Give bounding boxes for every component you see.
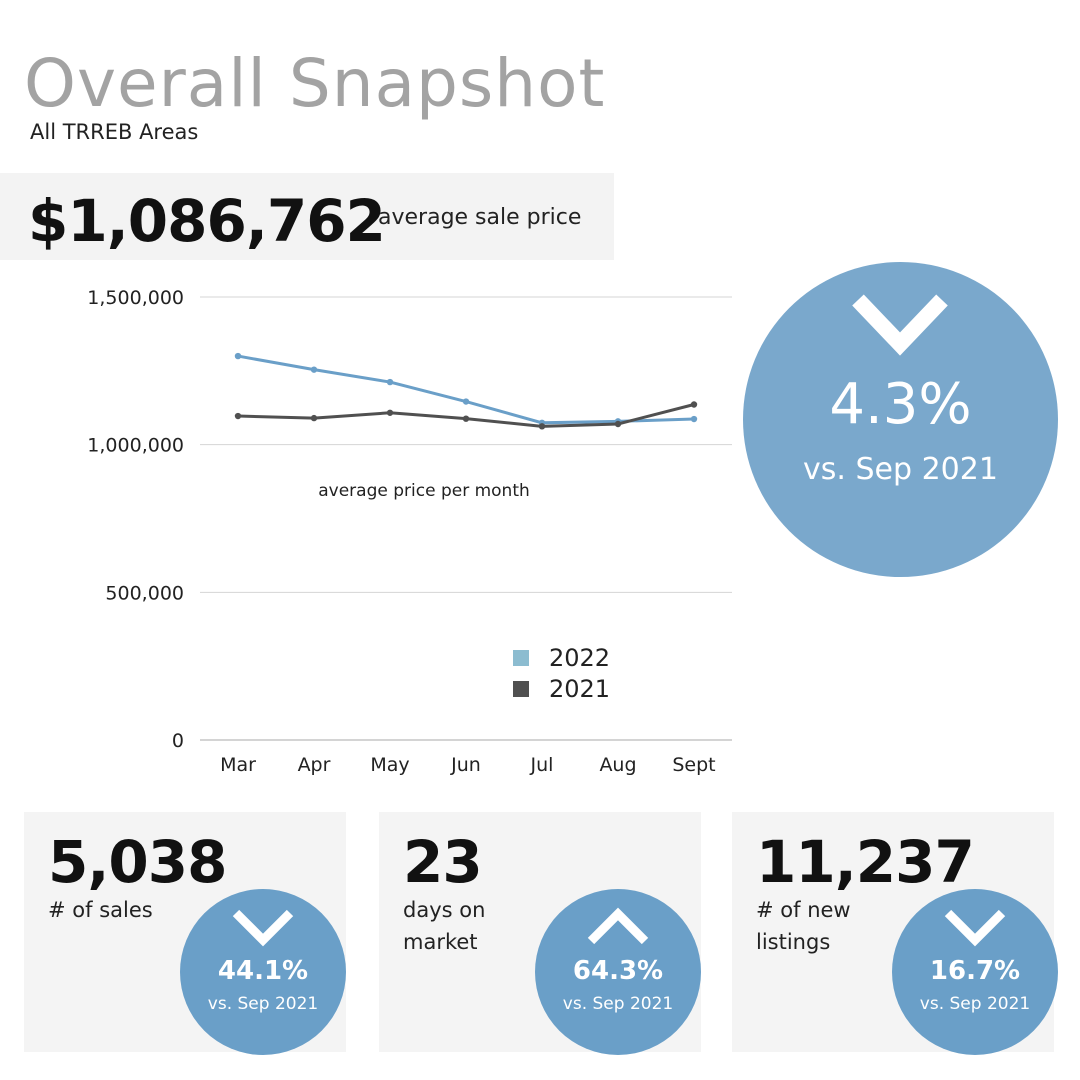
price-change-percent: 4.3%	[829, 372, 972, 437]
data-point-2021	[690, 401, 698, 408]
x-tick-label: Jun	[450, 754, 481, 776]
new-listings-value: 11,237	[756, 828, 975, 896]
data-point-2021	[234, 412, 242, 420]
new-listings-change-comparison: vs. Sep 2021	[919, 994, 1031, 1014]
page-title: Overall Snapshot	[24, 45, 606, 122]
x-tick-label: Aug	[599, 754, 636, 776]
y-tick-label: 500,000	[105, 582, 184, 604]
legend-swatch-2022	[513, 650, 529, 666]
x-tick-label: Jul	[530, 754, 554, 776]
average-price-label: average sale price	[378, 205, 582, 230]
chevron-up-icon	[587, 907, 649, 945]
data-point-2022	[462, 398, 470, 405]
data-point-2022	[690, 415, 698, 423]
y-tick-label: 0	[172, 730, 184, 752]
data-point-2021	[386, 409, 394, 416]
chevron-down-icon	[852, 294, 948, 356]
chart-annotation: average price per month	[318, 481, 530, 501]
sales-change-percent: 44.1%	[217, 956, 309, 986]
chevron-down-icon	[944, 909, 1006, 947]
series-line-2021	[237, 403, 695, 428]
sales-value: 5,038	[48, 828, 227, 896]
new-listings-label: # of new listings	[756, 898, 851, 954]
new-listings-change-percent: 16.7%	[929, 956, 1021, 986]
legend-swatch-2021	[513, 681, 529, 697]
data-point-2021	[310, 414, 318, 422]
sales-label: # of sales	[48, 898, 153, 922]
price-line-chart: 0 500,000 1,000,000 1,500,000 Mar Apr May Jun Ju…	[87, 287, 732, 776]
chevron-down-icon	[232, 909, 294, 947]
days-on-market-value: 23	[403, 828, 483, 896]
price-change-comparison: vs. Sep 2021	[803, 452, 998, 487]
y-tick-label: 1,000,000	[87, 435, 184, 457]
data-point-2022	[310, 366, 318, 373]
legend-label-2021: 2021	[549, 675, 610, 703]
x-tick-label: Apr	[298, 754, 331, 776]
days-on-market-label: days on market	[403, 898, 486, 954]
data-point-2021	[538, 423, 546, 430]
sales-change-comparison: vs. Sep 2021	[207, 994, 319, 1014]
price-change-badge: 4.3% vs. Sep 2021	[743, 262, 1058, 577]
data-point-2022	[386, 378, 394, 386]
series-line-2022	[237, 354, 695, 425]
data-point-2021	[614, 420, 622, 428]
legend-label-2022: 2022	[549, 644, 610, 672]
days-on-market-change-comparison: vs. Sep 2021	[562, 994, 674, 1014]
data-point-2022	[234, 352, 242, 360]
new-listings-change-badge: 16.7% vs. Sep 2021	[892, 889, 1058, 1055]
x-tick-label: Sept	[672, 754, 715, 776]
x-tick-label: May	[370, 754, 409, 776]
price-band	[0, 173, 614, 260]
days-on-market-change-percent: 64.3%	[572, 956, 664, 986]
data-point-2021	[462, 415, 470, 422]
average-price-value: $1,086,762	[28, 187, 386, 255]
page-subtitle: All TRREB Areas	[30, 120, 199, 144]
sales-change-badge: 44.1% vs. Sep 2021	[180, 889, 346, 1055]
x-tick-label: Mar	[220, 754, 256, 776]
days-on-market-change-badge: 64.3% vs. Sep 2021	[535, 889, 701, 1055]
y-tick-label: 1,500,000	[87, 287, 184, 309]
